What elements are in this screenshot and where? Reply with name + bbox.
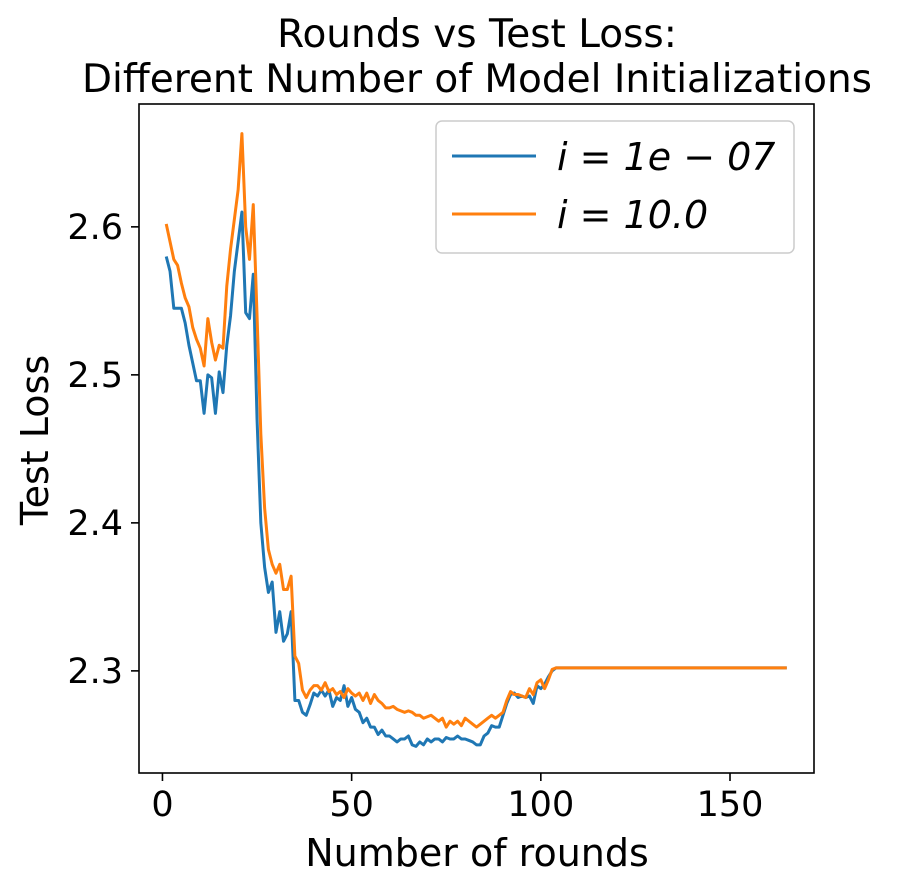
y-tick-label: 2.4 (67, 504, 123, 544)
y-tick-label: 2.3 (67, 652, 123, 692)
x-tick-label: 50 (329, 785, 374, 825)
y-axis: 2.3 2.4 2.5 2.6 (67, 208, 139, 692)
legend-box (435, 120, 795, 254)
chart-title-line-1: Rounds vs Test Loss: (277, 12, 677, 57)
x-tick-label: 100 (507, 785, 574, 825)
plot-frame (138, 103, 815, 774)
chart-title-line-2: Different Number of Model Initialization… (82, 57, 872, 102)
legend: i = 1e − 07 i = 10.0 (435, 120, 795, 254)
y-tick-label: 2.5 (67, 356, 123, 396)
series-line-2 (164, 132, 787, 729)
y-axis-label: Test Loss (13, 355, 57, 526)
series-layer (164, 132, 787, 748)
x-axis: 0 50 100 150 (151, 773, 763, 825)
x-tick-label: 150 (697, 785, 764, 825)
legend-label-series-1: i = 1e − 07 (557, 135, 775, 179)
x-tick-label: 0 (151, 785, 173, 825)
x-axis-label: Number of rounds (305, 831, 649, 875)
legend-label-series-2: i = 10.0 (557, 193, 708, 237)
y-tick-label: 2.6 (67, 208, 123, 248)
